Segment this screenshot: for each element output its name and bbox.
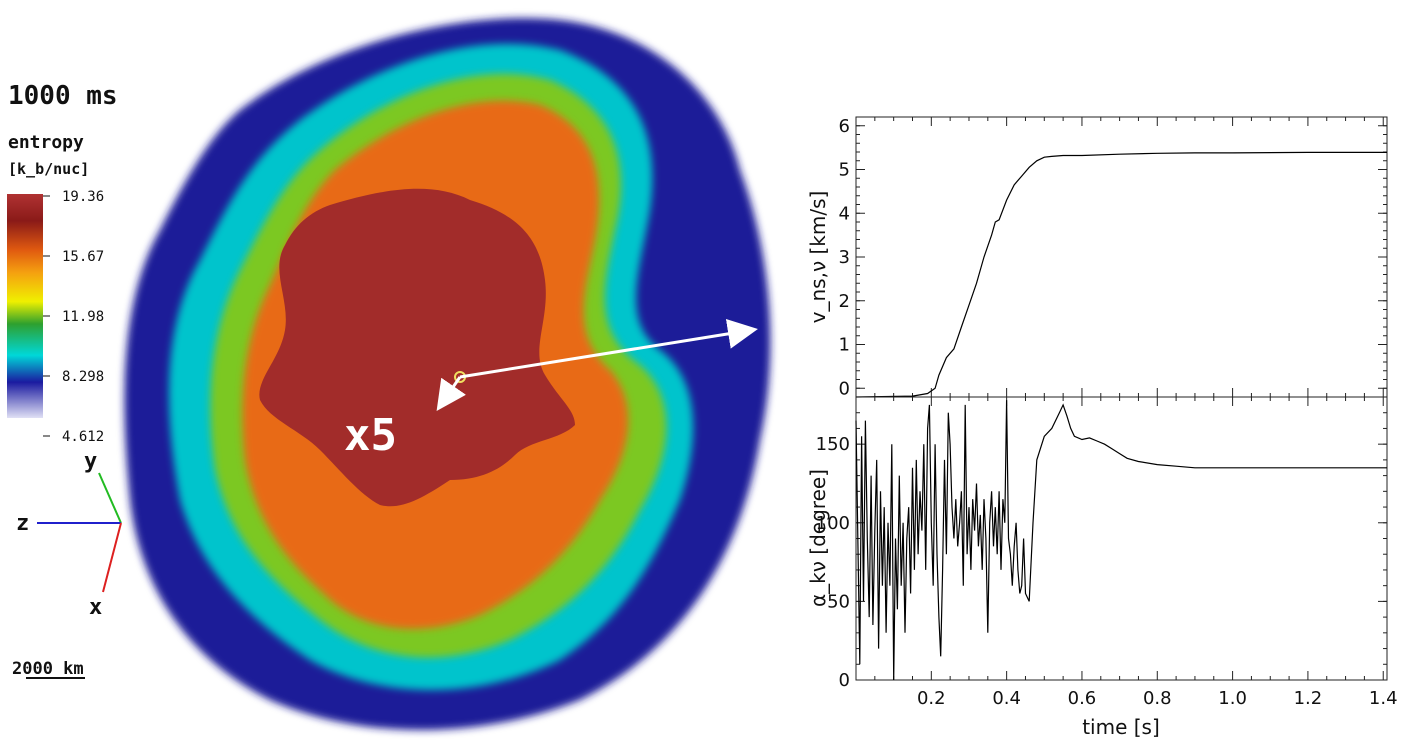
simulation-panel: 1000 ms entropy [k_b/nuc] 19.36 15.67 11… <box>7 18 771 730</box>
colorbar-tick-label: 8.298 <box>62 369 104 385</box>
angle-plot: 0.2 0.4 0.6 0.8 1.0 1.2 1.4 0 50 100 150 α_kν [deg… <box>806 396 1398 739</box>
angle-plot-ylabel: α_kν [degree] <box>806 469 830 607</box>
y-tick-label: 4 <box>839 203 850 224</box>
time-label: 1000 ms <box>8 81 118 111</box>
y-tick-label: 0 <box>839 378 850 399</box>
y-tick-label: 2 <box>839 291 850 312</box>
neutrino-kick-arrow <box>436 376 466 411</box>
colorbar-tick-label: 15.67 <box>62 249 104 265</box>
scale-bar: 2000 km <box>12 659 85 679</box>
entropy-field: x5 <box>124 18 771 730</box>
orientation-axes: y z x <box>16 449 122 620</box>
y-axis-line <box>98 472 122 524</box>
angle-plot-frame <box>855 396 1388 681</box>
angle-series-line <box>855 400 1387 681</box>
high-entropy-core <box>259 188 575 507</box>
colorbar-ticks: 19.36 15.67 11.98 8.298 4.612 <box>43 189 104 445</box>
colorbar-tick-label: 11.98 <box>62 309 104 325</box>
velocity-plot-ticks: 0 1 2 3 4 5 6 <box>839 116 1387 399</box>
x-axis-label: x <box>89 595 102 620</box>
x-axis-line <box>102 522 122 593</box>
y-tick-label: 6 <box>839 116 850 137</box>
y-tick-label: 3 <box>839 247 850 268</box>
colorbar-tick-label: 4.612 <box>62 429 104 445</box>
velocity-plot-frame <box>855 116 1388 398</box>
entropy-colorbar <box>7 194 43 418</box>
x-tick-label: 1.0 <box>1218 688 1247 709</box>
x-tick-label: 0.4 <box>992 688 1021 709</box>
x-tick-label: 0.2 <box>917 688 946 709</box>
scale-bar-label: 2000 km <box>12 659 84 679</box>
y-tick-label: 0 <box>839 670 850 691</box>
y-tick-label: 1 <box>839 335 850 356</box>
colorbar-units: [k_b/nuc] <box>8 160 89 178</box>
colorbar-tick-label: 19.36 <box>62 189 104 205</box>
y-tick-label: 150 <box>816 434 850 455</box>
y-tick-label: 5 <box>839 160 850 181</box>
kick-direction-arrow <box>459 319 758 379</box>
angle-plot-xlabel: time [s] <box>1082 715 1160 739</box>
x-tick-label: 0.6 <box>1068 688 1097 709</box>
y-tick-label: 100 <box>816 513 850 534</box>
y-axis-label: y <box>84 449 97 474</box>
magnification-label: x5 <box>344 410 397 461</box>
x-tick-label: 1.4 <box>1369 688 1398 709</box>
colorbar-title: entropy <box>8 132 84 153</box>
angle-plot-ticks: 0.2 0.4 0.6 0.8 1.0 1.2 1.4 0 50 100 150 <box>816 396 1398 709</box>
velocity-plot-ylabel: v_ns,ν [km/s] <box>806 191 830 324</box>
y-tick-label: 50 <box>827 591 850 612</box>
velocity-series-line <box>855 151 1387 398</box>
velocity-plot: 0 1 2 3 4 5 6 v_ns,ν [km/s] <box>806 116 1388 399</box>
x-tick-label: 0.8 <box>1143 688 1172 709</box>
x-tick-label: 1.2 <box>1294 688 1323 709</box>
chart-panel: 0 1 2 3 4 5 6 v_ns,ν [km/s] 0.2 0.4 0.6 0.8 1.0 1.2… <box>806 116 1398 739</box>
z-axis-label: z <box>16 511 29 536</box>
